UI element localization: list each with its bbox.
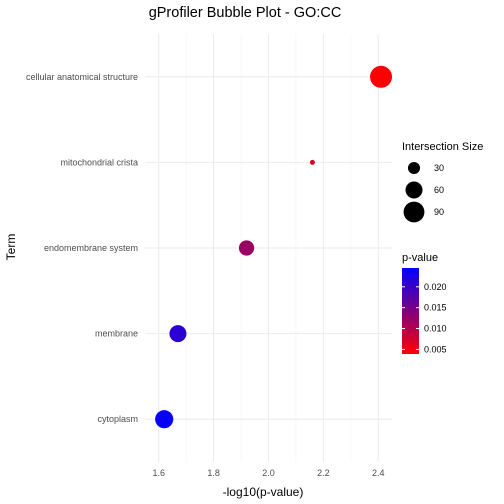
size-legend: Intersection Size 30 60 90: [402, 141, 483, 223]
size-legend-label: 60: [434, 185, 444, 195]
color-bar: [402, 268, 419, 354]
color-legend-title: p-value: [402, 252, 438, 264]
color-legend-label: 0.020: [424, 282, 447, 292]
size-legend-title: Intersection Size: [402, 141, 483, 153]
y-tick-label: cellular anatomical structure: [26, 72, 138, 82]
size-legend-key: [405, 181, 423, 199]
x-tick-label: 2.2: [317, 468, 330, 478]
size-legend-label: 90: [434, 207, 444, 217]
bubble: [309, 159, 315, 165]
x-tick-label: 2.4: [372, 468, 385, 478]
size-legend-label: 30: [434, 163, 444, 173]
y-tick-label: endomembrane system: [44, 243, 138, 253]
x-tick-label: 2.0: [262, 468, 275, 478]
x-tick-label: 1.6: [152, 468, 165, 478]
bubble: [238, 240, 255, 256]
color-legend-label: 0.010: [424, 324, 447, 334]
y-tick-labels: cellular anatomical structure mitochondri…: [26, 72, 138, 424]
y-tick-label: cytoplasm: [97, 414, 138, 424]
color-legend: p-value 0.005 0.010 0.015 0.020: [402, 252, 447, 354]
x-axis-title: -log10(p-value): [223, 485, 304, 499]
x-tick-label: 1.8: [207, 468, 220, 478]
size-legend-key: [407, 161, 421, 175]
size-legend-key: [403, 201, 425, 223]
y-axis-title: Term: [4, 234, 18, 261]
bubble: [169, 325, 187, 343]
bubble: [370, 65, 393, 88]
chart-title: gProfiler Bubble Plot - GO:CC: [149, 5, 342, 21]
bubble: [155, 410, 174, 429]
grid: [145, 34, 392, 462]
x-tick-labels: 1.6 1.8 2.0 2.2 2.4: [152, 468, 384, 478]
color-legend-label: 0.015: [424, 303, 447, 313]
y-tick-label: membrane: [95, 329, 138, 339]
color-legend-label: 0.005: [424, 344, 447, 354]
bubbles: [155, 65, 393, 429]
y-tick-label: mitochondrial crista: [60, 157, 138, 167]
